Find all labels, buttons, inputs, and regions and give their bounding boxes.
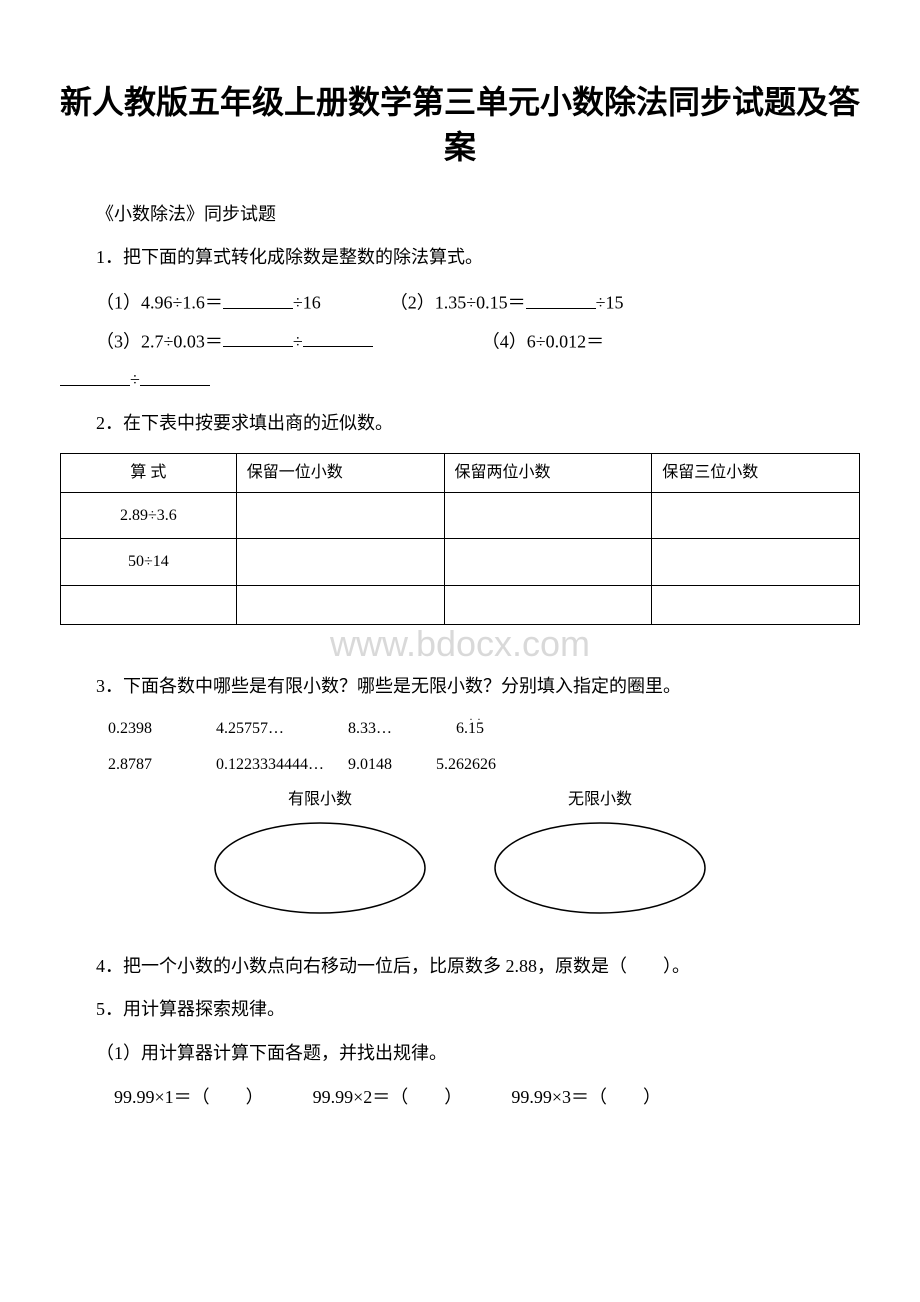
number-value: 5.262626 <box>436 752 496 778</box>
table-cell[interactable] <box>652 492 860 539</box>
expression: 99.99×3＝（ ） <box>511 1087 661 1107</box>
table-header: 保留两位小数 <box>444 454 652 493</box>
number-value: 8.33… <box>348 716 392 742</box>
blank-field[interactable] <box>303 326 373 348</box>
table-cell: 50÷14 <box>61 539 237 586</box>
table-cell[interactable] <box>444 539 652 586</box>
table-cell[interactable] <box>236 539 444 586</box>
q4-stem: 4．把一个小数的小数点向右移动一位后，比原数多 2.88，原数是（ ）。 <box>60 952 860 981</box>
q3-numbers: 0.2398 4.25757… 8.33… 6.1·5· 2.8787 0.12… <box>60 716 860 777</box>
blank-field[interactable] <box>60 364 130 386</box>
table-row: 2.89÷3.6 <box>61 492 860 539</box>
table-row <box>61 585 860 624</box>
q1-item3-left: （3）2.7÷0.03＝ <box>96 331 223 351</box>
q1-item2-left: （2）1.35÷0.15＝ <box>390 293 526 313</box>
oval-shape[interactable] <box>490 818 710 918</box>
table-header: 保留一位小数 <box>236 454 444 493</box>
number-value: 6.1·5· <box>456 716 484 742</box>
blank-field[interactable] <box>223 287 293 309</box>
q2-table: 算 式 保留一位小数 保留两位小数 保留三位小数 2.89÷3.6 50÷14 <box>60 453 860 624</box>
q1-items: （1）4.96÷1.6＝ ÷16 （2）1.35÷0.15＝ ÷15 （3）2.7÷… <box>60 287 860 394</box>
oval-shape[interactable] <box>210 818 430 918</box>
oval-label-left: 有限小数 <box>210 787 430 813</box>
table-cell[interactable] <box>236 492 444 539</box>
q1-item1-right: ÷16 <box>293 293 321 313</box>
page-title: 新人教版五年级上册数学第三单元小数除法同步试题及答案 <box>60 80 860 170</box>
q1-item4-left: （4）6÷0.012＝ <box>482 331 604 351</box>
q5-expressions: 99.99×1＝（ ） 99.99×2＝（ ） 99.99×3＝（ ） <box>60 1083 860 1112</box>
table-cell[interactable] <box>444 492 652 539</box>
q1-item3-mid: ÷ <box>293 331 303 351</box>
expression: 99.99×1＝（ ） <box>114 1087 264 1107</box>
subtitle: 《小数除法》同步试题 <box>60 200 860 229</box>
table-cell: 2.89÷3.6 <box>61 492 237 539</box>
number-value: 0.2398 <box>108 716 152 742</box>
oval-label-right: 无限小数 <box>490 787 710 813</box>
table-header: 算 式 <box>61 454 237 493</box>
q2-stem: 2．在下表中按要求填出商的近似数。 <box>60 409 860 438</box>
blank-field[interactable] <box>526 287 596 309</box>
expression: 99.99×2＝（ ） <box>313 1087 463 1107</box>
q3-stem: 3．下面各数中哪些是有限小数？哪些是无限小数？分别填入指定的圈里。 <box>60 672 860 701</box>
number-value: 2.8787 <box>108 752 152 778</box>
table-row: 算 式 保留一位小数 保留两位小数 保留三位小数 <box>61 454 860 493</box>
oval-group-right: 无限小数 <box>490 787 710 926</box>
q1-item2-right: ÷15 <box>596 293 624 313</box>
number-value: 4.25757… <box>216 716 284 742</box>
table-row: 50÷14 <box>61 539 860 586</box>
ovals-container: 有限小数 无限小数 <box>60 787 860 926</box>
table-cell <box>61 585 237 624</box>
q1-item4-mid: ÷ <box>130 370 140 390</box>
q5-sub1: （1）用计算器计算下面各题，并找出规律。 <box>60 1039 860 1068</box>
table-cell[interactable] <box>444 585 652 624</box>
q5-stem: 5．用计算器探索规律。 <box>60 995 860 1024</box>
q1-item1-left: （1）4.96÷1.6＝ <box>96 293 223 313</box>
oval-group-left: 有限小数 <box>210 787 430 926</box>
q1-stem: 1．把下面的算式转化成除数是整数的除法算式。 <box>60 243 860 272</box>
table-cell[interactable] <box>652 539 860 586</box>
number-value: 9.0148 <box>348 752 392 778</box>
table-header: 保留三位小数 <box>652 454 860 493</box>
blank-field[interactable] <box>223 326 293 348</box>
table-cell[interactable] <box>652 585 860 624</box>
number-value: 0.1223334444… <box>216 752 324 778</box>
table-cell[interactable] <box>236 585 444 624</box>
blank-field[interactable] <box>140 364 210 386</box>
